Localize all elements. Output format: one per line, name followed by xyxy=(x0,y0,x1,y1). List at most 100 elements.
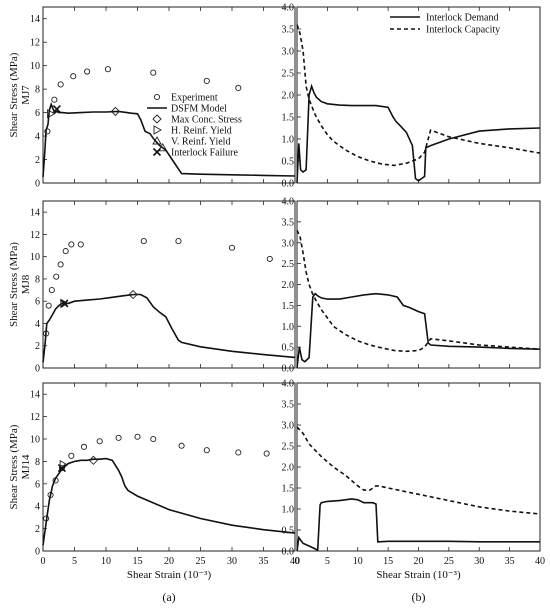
panel-3b-interlock-demand-line xyxy=(296,498,540,552)
panel-3a-ylabel: Shear Stress (MPa) xyxy=(8,424,20,509)
panel-2a-ytick-label: 0 xyxy=(35,364,40,375)
panel-1a-ytick-label: 6 xyxy=(35,108,40,119)
panel-2a-ytick-label: 6 xyxy=(35,297,40,308)
panel-2b-ytick-label: 1.0 xyxy=(282,322,295,333)
legend-entry: V. Reinf. Yield xyxy=(171,137,230,148)
panel-3a-ytick-label: 6 xyxy=(35,479,40,490)
panel-1a-dsfm-model-line xyxy=(42,102,296,178)
legend-swatch-triangle-right xyxy=(153,125,162,135)
panel-2a-ytick-label: 12 xyxy=(30,230,40,241)
panel-1a-experiment-point xyxy=(203,77,210,84)
panel-3b-xtick-label: 20 xyxy=(414,556,424,567)
panel-1a-interlock-failure-point xyxy=(52,105,61,114)
panel-3a-xlabel: Shear Strain (10⁻³) xyxy=(127,569,212,581)
panel-1a-ytick-label: 2 xyxy=(35,155,40,166)
panel-2b-ytick-label: 4.0 xyxy=(282,197,295,208)
panel-3a-ytick-label: 0 xyxy=(35,547,40,558)
legend-swatch-cross xyxy=(152,147,162,157)
panel-3a-xtick-label: 5 xyxy=(72,556,77,567)
panel-3a-experiment-point xyxy=(203,447,210,454)
panel-1a-h-reinf-yield-point xyxy=(47,108,56,119)
panel-3a-frame xyxy=(42,382,296,552)
panel-1a-experiment-point xyxy=(104,66,111,73)
panel-3b-ytick-label: 1.5 xyxy=(282,484,295,495)
panel-2a-max-conc-stress-point xyxy=(128,289,138,300)
panel-3a-ytick-label: 14 xyxy=(30,390,40,401)
panel-3b-xtick-label: 10 xyxy=(353,556,363,567)
panel-2b-ytick-label: 0.0 xyxy=(282,364,295,375)
panel-1a-experiment-point xyxy=(235,84,242,92)
panel-1b-ytick-label: 2.0 xyxy=(282,91,295,102)
panel-3b-panel-label: (b) xyxy=(412,590,426,604)
panel-2b-interlock-demand-line xyxy=(296,292,541,369)
panel-3a-ytick-label: 12 xyxy=(30,412,40,423)
panel-1a-ytick-label: 4 xyxy=(35,132,40,143)
panel-3a-experiment-point xyxy=(115,434,122,441)
panel-2b-ytick-label: 3.5 xyxy=(282,217,295,228)
panel-3a-experiment-point xyxy=(178,442,185,449)
panel-1b-ytick-label: 2.5 xyxy=(282,69,295,80)
panel-3a-row-label: MJ14 xyxy=(20,454,32,480)
panel-3b-ytick-label: 3.5 xyxy=(282,400,295,411)
panel-1a-experiment-point xyxy=(44,128,51,135)
panel-3a-ytick-label: 4 xyxy=(35,502,40,513)
panel-3b-xtick-label: 5 xyxy=(325,556,330,567)
legend-entry: H. Reinf. Yield xyxy=(171,126,232,137)
panel-3a-xtick-label: 15 xyxy=(133,556,143,567)
panel-3a-experiment-point xyxy=(58,465,65,472)
panel-2b-ytick-label: 1.5 xyxy=(282,301,295,312)
legend-swatch-triangle-up xyxy=(152,136,162,145)
panel-3b-xtick-label: 25 xyxy=(444,556,454,567)
panel-3a-xtick-label: 25 xyxy=(196,556,206,567)
panel-1a-ytick-label: 8 xyxy=(35,85,40,96)
panel-1a-frame xyxy=(42,6,296,184)
panel-2b-frame xyxy=(296,200,541,369)
panel-1b-ytick-label: 0.0 xyxy=(282,179,295,190)
panel-1a-max-conc-stress-point xyxy=(110,106,121,117)
panel-3a-panel-label: (a) xyxy=(162,590,175,604)
panel-3a-ytick-label: 2 xyxy=(35,524,40,535)
panel-3b-ytick-label: 1.0 xyxy=(282,505,295,516)
panel-3a-xtick-label: 10 xyxy=(101,556,111,567)
panel-3b-ytick-label: 0.5 xyxy=(282,526,295,537)
panel-2a-experiment-point xyxy=(228,244,236,251)
panel-2a-experiment-point xyxy=(62,248,69,255)
panel-3a-dsfm-model-line xyxy=(42,457,296,546)
panel-2a-ytick-label: 14 xyxy=(30,208,40,219)
panel-2a-experiment-point xyxy=(68,241,75,248)
panel-1b-ytick-label: 1.5 xyxy=(282,113,295,124)
panel-2a-ytick-label: 4 xyxy=(35,319,40,330)
panel-3b-xtick-label: 35 xyxy=(505,556,515,567)
panel-3b-xlabel: Shear Strain (10⁻³) xyxy=(376,569,461,581)
panel-2a-experiment-point xyxy=(140,238,147,245)
panel-2a-experiment-point xyxy=(53,273,60,280)
panel-2a-experiment-point xyxy=(175,238,182,245)
legend-entry: Interlock Capacity xyxy=(426,25,500,36)
panel-3a-xtick-label: 35 xyxy=(259,556,269,567)
panel-2b-ytick-label: 2.5 xyxy=(282,259,295,270)
legend-entry: DSFM Model xyxy=(171,104,227,115)
panel-1b-ytick-label: 1.0 xyxy=(282,135,295,146)
panel-3a-xtick-label: 40 xyxy=(290,556,300,567)
legend-entry: Interlock Demand xyxy=(426,13,498,24)
panel-3a-xtick-label: 20 xyxy=(164,556,174,567)
panel-3a-experiment-point xyxy=(150,435,157,443)
panel-3a-experiment-point xyxy=(96,438,103,445)
panel-2b-interlock-capacity-line xyxy=(296,229,541,353)
panel-1b-ytick-label: 4.0 xyxy=(282,3,295,14)
panel-2a-interlock-failure-point xyxy=(60,299,69,308)
panel-3a-xtick-label: 0 xyxy=(41,556,46,567)
panel-1a-v-reinf-yield-point xyxy=(157,142,168,152)
panel-1a-experiment-point xyxy=(70,73,77,80)
panel-3a-experiment-point xyxy=(134,433,141,440)
panel-3b-ytick-label: 3.0 xyxy=(282,421,295,432)
legend-swatch-diamond xyxy=(152,114,162,124)
panel-1b-interlock-capacity-line xyxy=(296,24,541,167)
panel-1a-experiment-point xyxy=(57,81,64,88)
panel-2a-ytick-label: 10 xyxy=(30,252,40,263)
panel-3b-xtick-label: 15 xyxy=(383,556,393,567)
panel-3b-ytick-label: 0.0 xyxy=(282,547,295,558)
panel-1a-experiment-point xyxy=(51,96,58,103)
panel-1a-ytick-label: 10 xyxy=(30,61,40,72)
panel-3a-max-conc-stress-point xyxy=(88,455,99,465)
